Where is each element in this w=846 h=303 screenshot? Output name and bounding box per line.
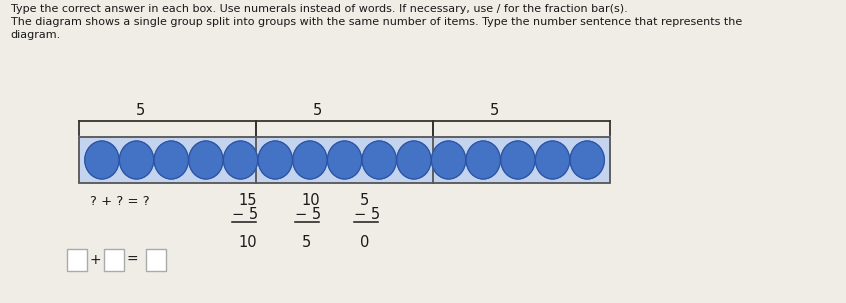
Text: 5: 5: [136, 103, 145, 118]
Circle shape: [154, 141, 189, 179]
Circle shape: [431, 141, 465, 179]
Text: − 5: − 5: [295, 207, 321, 222]
Circle shape: [258, 141, 293, 179]
Circle shape: [85, 141, 119, 179]
Text: 10: 10: [239, 235, 257, 250]
FancyBboxPatch shape: [80, 137, 610, 183]
Circle shape: [501, 141, 535, 179]
FancyBboxPatch shape: [146, 249, 166, 271]
Text: =: =: [127, 253, 139, 267]
Text: − 5: − 5: [354, 207, 380, 222]
FancyBboxPatch shape: [68, 249, 87, 271]
Circle shape: [466, 141, 500, 179]
Circle shape: [223, 141, 258, 179]
Text: 5: 5: [313, 103, 322, 118]
Circle shape: [536, 141, 569, 179]
Text: Type the correct answer in each box. Use numerals instead of words. If necessary: Type the correct answer in each box. Use…: [11, 4, 628, 14]
Circle shape: [119, 141, 154, 179]
Text: +: +: [90, 253, 102, 267]
Circle shape: [189, 141, 223, 179]
FancyBboxPatch shape: [104, 249, 124, 271]
Text: diagram.: diagram.: [11, 30, 61, 40]
Circle shape: [397, 141, 431, 179]
Text: 5: 5: [490, 103, 499, 118]
Text: 5: 5: [301, 235, 310, 250]
Text: 15: 15: [239, 193, 257, 208]
Text: − 5: − 5: [232, 207, 258, 222]
Circle shape: [362, 141, 396, 179]
Text: ? + ? = ?: ? + ? = ?: [90, 195, 150, 208]
Circle shape: [327, 141, 361, 179]
Text: The diagram shows a single group split into groups with the same number of items: The diagram shows a single group split i…: [11, 17, 742, 27]
Text: 10: 10: [301, 193, 320, 208]
Text: 5: 5: [360, 193, 369, 208]
Text: 0: 0: [360, 235, 369, 250]
Circle shape: [570, 141, 604, 179]
Circle shape: [293, 141, 327, 179]
